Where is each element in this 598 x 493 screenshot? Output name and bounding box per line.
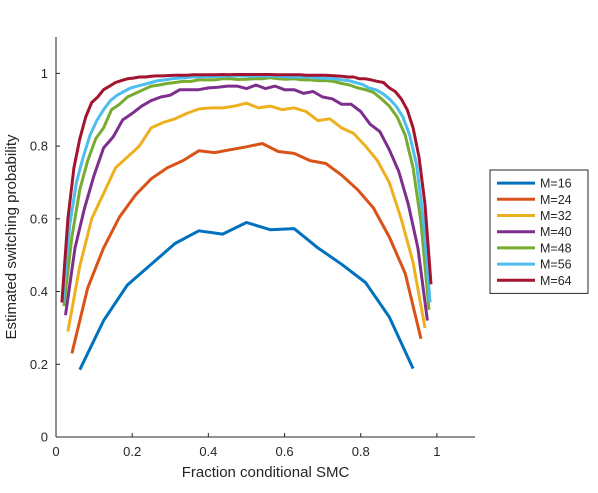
x-tick-label: 0.2 <box>123 444 141 459</box>
series-line-m-48 <box>62 76 431 310</box>
x-axis-label: Fraction conditional SMC <box>182 464 350 481</box>
y-axis-label: Estimated switching probability <box>3 134 20 340</box>
y-tick-label: 0.2 <box>30 357 48 372</box>
series-line-m-16 <box>78 221 415 371</box>
y-tick-label: 0.8 <box>30 139 48 154</box>
axes <box>55 37 475 438</box>
y-ticks: 0 0.2 0.4 0.6 0.8 1 <box>30 66 60 445</box>
x-tick-label: 0.8 <box>352 444 370 459</box>
legend-entry-label: M=56 <box>540 258 572 272</box>
x-tick-label: 0.6 <box>276 444 294 459</box>
y-tick-label: 0 <box>41 430 48 445</box>
series-line-m-24 <box>70 142 423 354</box>
series-line-m-40 <box>64 83 429 321</box>
y-tick-label: 0.4 <box>30 284 48 299</box>
x-tick-label: 1 <box>433 444 440 459</box>
plot-lines <box>60 73 433 371</box>
legend-entry-label: M=24 <box>540 193 572 207</box>
series-line-m-32 <box>66 101 427 332</box>
y-tick-label: 0.6 <box>30 211 48 226</box>
legend-entry-label: M=40 <box>540 225 572 239</box>
y-tick-label: 1 <box>41 66 48 81</box>
x-tick-label: 0.4 <box>199 444 217 459</box>
legend-entry-label: M=64 <box>540 274 572 288</box>
legend-entry-label: M=32 <box>540 209 572 223</box>
x-tick-label: 0 <box>52 444 59 459</box>
series-line-m-64 <box>60 73 433 303</box>
x-ticks: 0 0.2 0.4 0.6 0.8 1 <box>52 433 441 459</box>
legend-entry-label: M=48 <box>540 241 572 255</box>
legend-entry-label: M=16 <box>540 177 572 191</box>
legend: M=16 M=24 M=32 M=40 M=48 M=56 M=64 <box>489 169 589 294</box>
